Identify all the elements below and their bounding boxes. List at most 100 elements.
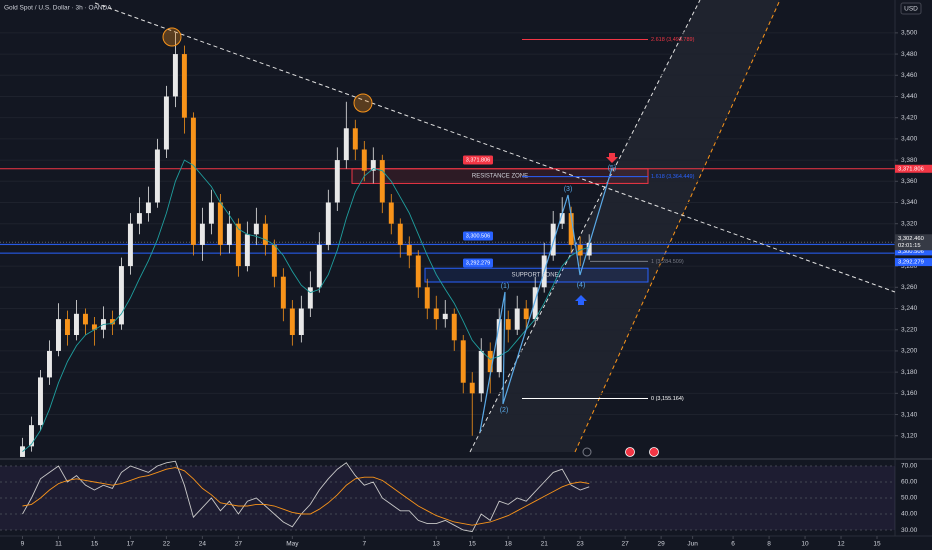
y-tick-label: 3,360: [901, 178, 918, 185]
candle-body: [298, 308, 304, 336]
candle-body: [451, 313, 457, 341]
candle-body: [181, 54, 187, 118]
y-tick-label: 3,460: [901, 72, 918, 79]
drawings-front: RESISTANCE ZONE SUPPORT ZONE 2.618 (3,493.…: [94, 2, 896, 457]
chart-title: Gold Spot / U.S. Dollar · 3h · OANDA: [4, 5, 112, 12]
y-tick-label: 3,440: [901, 93, 918, 100]
event-icon: [649, 447, 659, 457]
level-tag-label: 3,292.279: [466, 260, 490, 266]
candle-body: [361, 149, 367, 171]
x-tick-label: 6: [731, 541, 735, 548]
candle-body: [29, 425, 34, 447]
currency-box: [900, 2, 922, 15]
x-tick-label: 27: [235, 541, 243, 548]
candle-body: [172, 54, 178, 97]
wave-label: (5): [608, 165, 617, 172]
level-tag: [463, 231, 493, 241]
candle-body: [280, 276, 286, 309]
y-tick-label: 3,120: [901, 432, 918, 439]
x-tick-label: 13: [433, 541, 441, 548]
fib-label: 2.618 (3,493.789): [651, 37, 695, 43]
zone-label: RESISTANCE ZONE: [472, 174, 528, 180]
candle-body: [370, 160, 376, 171]
candle-body: [559, 213, 565, 224]
y-tick-label: 50.00: [901, 495, 918, 502]
candle-body: [244, 234, 250, 267]
candle-body: [20, 446, 25, 457]
level-price-label: 3,300.506: [898, 249, 924, 255]
candle-body: [46, 350, 52, 378]
level-price-label: 3,292.279: [898, 260, 924, 266]
x-tick-label: 29: [658, 541, 666, 548]
moving-average: [22, 159, 590, 452]
candle-body: [208, 202, 214, 224]
peak-marker: [162, 27, 182, 47]
rsi-line: [22, 467, 590, 526]
candle-body: [38, 377, 43, 426]
candle-body: [397, 223, 403, 245]
level-price-label: 3,371.806: [898, 166, 924, 172]
candle-body: [316, 244, 322, 288]
zone-label: SUPPORT ZONE: [511, 273, 558, 279]
fib-label: 0 (3,155.164): [651, 396, 684, 402]
x-tick-label: 17: [127, 541, 135, 548]
candle-body: [118, 266, 124, 325]
wave-label: (4): [577, 282, 586, 289]
level-tag-label: 3,300.506: [466, 233, 490, 239]
wave-path: [479, 167, 613, 433]
candle-body: [190, 117, 196, 245]
x-tick-label: 21: [541, 541, 549, 548]
y-tick-label: 3,260: [901, 284, 918, 291]
zone: [424, 267, 649, 283]
wave-label: (3): [564, 186, 573, 193]
candle-body: [550, 223, 556, 256]
x-tick-label: 7: [362, 541, 366, 548]
level-tag-label: 3,371.806: [466, 157, 490, 163]
candle-body: [343, 128, 349, 161]
candle-body: [505, 319, 511, 330]
rsi-line: [22, 460, 590, 533]
candle-body: [145, 202, 151, 214]
peak-marker: [353, 93, 373, 113]
candle-body: [82, 313, 88, 325]
wave-label: (1): [501, 283, 510, 290]
event-icon: [582, 447, 592, 457]
wave-label: (2): [500, 407, 509, 414]
x-tick-label: 9: [21, 541, 25, 548]
level-price-box: [895, 164, 932, 173]
y-tick-label: 3,400: [901, 136, 918, 143]
y-tick-label: 3,420: [901, 114, 918, 121]
channel-fill: [470, 0, 780, 452]
candle-body: [388, 202, 394, 224]
level-tag: [463, 155, 493, 165]
up-arrow: [575, 295, 587, 305]
level-price-label: 3,302.460: [898, 236, 924, 242]
candle-body: [154, 149, 160, 203]
candle-body: [514, 308, 520, 330]
candle-body: [352, 128, 358, 150]
level-tag: [463, 258, 493, 268]
candle-body: [487, 350, 493, 373]
trendline: [94, 2, 896, 293]
y-tick-label: 3,280: [901, 263, 918, 270]
candle-body: [91, 324, 97, 330]
candle-body: [289, 308, 295, 336]
candle-body: [433, 308, 439, 320]
x-tick-label: 27: [622, 541, 630, 548]
x-tick-label: 18: [505, 541, 513, 548]
currency: USD: [904, 6, 918, 13]
y-tick-label: 3,160: [901, 390, 918, 397]
candle-body: [127, 223, 133, 267]
candle-body: [307, 287, 313, 309]
x-tick-label: 15: [91, 541, 99, 548]
candle-body: [55, 319, 61, 351]
down-arrow: [606, 153, 618, 163]
y-tick-label: 3,480: [901, 51, 918, 58]
x-tick-label: 8: [767, 541, 771, 548]
candle-body: [586, 242, 592, 256]
x-tick-label: 15: [469, 541, 477, 548]
event-icon: [625, 447, 635, 457]
candle-body: [253, 223, 259, 235]
candle-body: [442, 313, 448, 320]
